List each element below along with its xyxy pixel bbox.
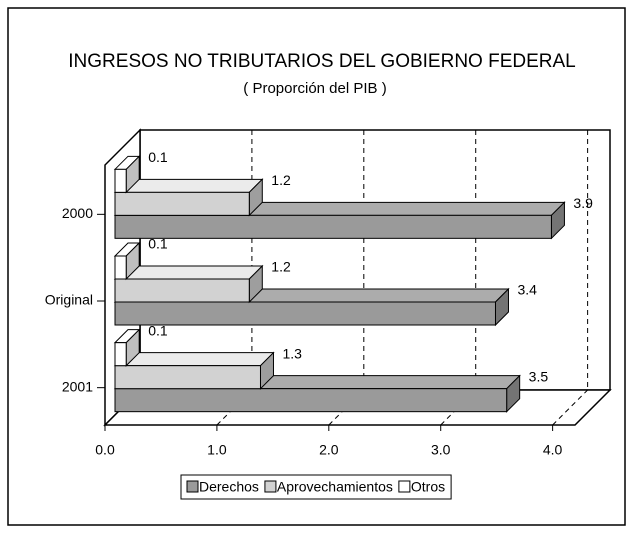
x-tick-label: 3.0 <box>431 442 451 458</box>
legend-label: Aprovechamientos <box>277 479 393 495</box>
x-tick-label: 2.0 <box>319 442 339 458</box>
chart-title: INGRESOS NO TRIBUTARIOS DEL GOBIERNO FED… <box>68 51 575 72</box>
value-label: 0.1 <box>148 236 168 252</box>
bar-front <box>114 342 127 367</box>
bar-front <box>114 365 261 390</box>
legend-label: Derechos <box>199 479 259 495</box>
legend-swatch <box>398 480 411 493</box>
value-label: 0.1 <box>148 322 168 338</box>
value-label: 1.3 <box>282 345 302 361</box>
y-tick-label: 2000 <box>62 205 93 221</box>
bar-front <box>114 168 127 193</box>
value-label: 1.2 <box>271 259 291 275</box>
bar <box>113 328 141 367</box>
bar <box>113 155 141 194</box>
bar-front <box>114 191 250 216</box>
bar-front <box>114 214 552 239</box>
legend-swatch <box>186 480 199 493</box>
x-tick-label: 4.0 <box>543 442 563 458</box>
bar <box>113 351 275 390</box>
bar <box>113 178 264 217</box>
bar-front <box>114 278 250 303</box>
value-label: 1.2 <box>271 172 291 188</box>
x-tick-label: 1.0 <box>207 442 227 458</box>
chart-subtitle: ( Proporción del PIB ) <box>243 80 386 97</box>
value-label: 0.1 <box>148 149 168 165</box>
value-label: 3.5 <box>529 368 549 384</box>
bar-front <box>114 301 496 326</box>
value-label: 3.9 <box>573 195 593 211</box>
bar-front <box>114 388 508 413</box>
legend-swatch <box>264 480 277 493</box>
bar-top <box>113 352 275 367</box>
bar <box>113 264 264 304</box>
bar <box>113 241 141 281</box>
value-label: 3.4 <box>517 282 537 298</box>
y-tick-label: Original <box>45 292 93 308</box>
y-tick-label: 2001 <box>62 378 93 394</box>
back-wall <box>139 129 611 391</box>
x-tick-label: 0.0 <box>95 442 115 458</box>
legend-label: Otros <box>411 479 445 495</box>
bar-front <box>114 255 127 280</box>
